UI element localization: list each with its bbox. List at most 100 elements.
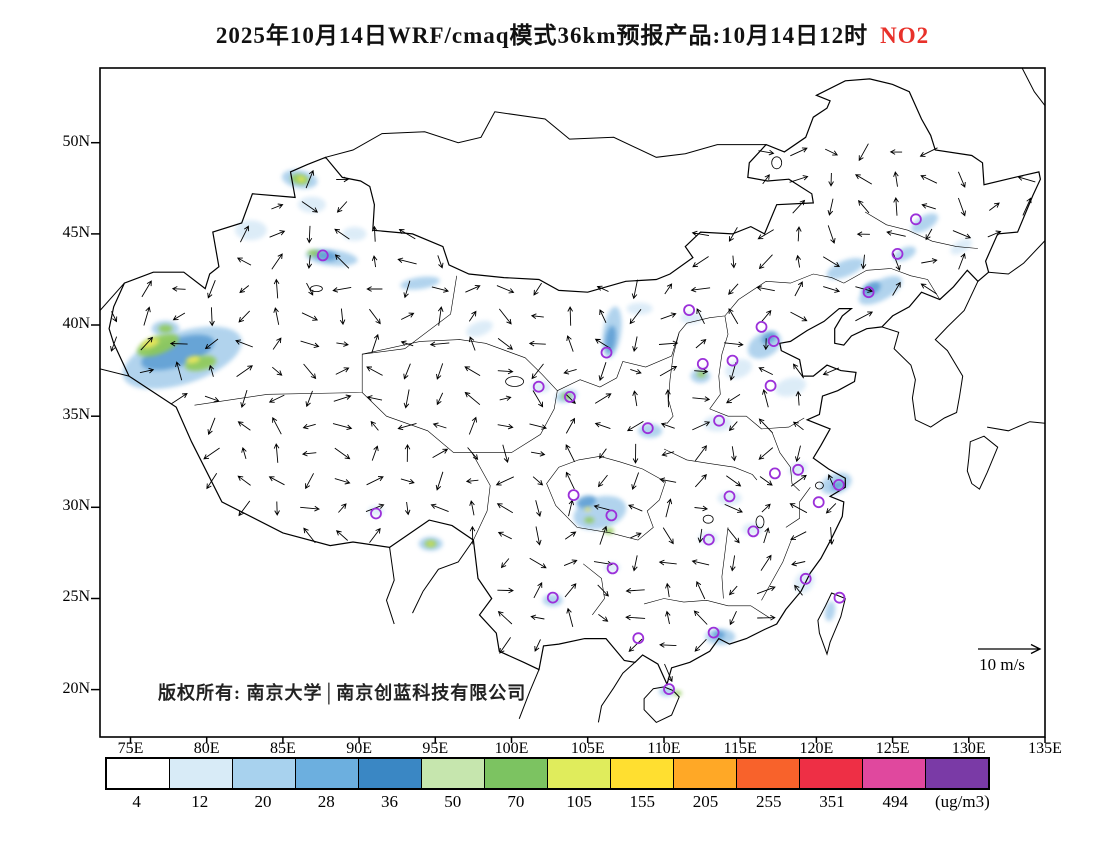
city-marker: [702, 533, 715, 546]
colorbar-cell: [863, 759, 926, 788]
lon-tick-label: 100E: [494, 740, 529, 757]
no2-hotspot: [313, 250, 338, 261]
colorbar-cell: [674, 759, 737, 788]
neighbor-boundary: [100, 368, 130, 377]
province-boundary: [864, 211, 978, 249]
wind-reference-label: 10 m/s: [979, 655, 1025, 674]
neighbor-boundary: [385, 547, 395, 625]
copyright-note: 版权所有: 南京大学│南京创蓝科技有限公司: [158, 683, 527, 703]
city-marker: [747, 525, 760, 538]
concentration-shading: [122, 169, 973, 697]
province-boundary: [546, 455, 666, 541]
city-marker: [632, 632, 645, 645]
no2-hotspot: [774, 377, 807, 397]
colorbar-cell: [611, 759, 674, 788]
city-marker: [641, 422, 654, 435]
province-boundary: [721, 527, 729, 599]
colorbar-tick-label: 50: [444, 792, 462, 811]
page-title: 2025年10月14日WRF/cmaq模式36km预报产品:10月14日12时 N…: [100, 16, 1045, 50]
city-marker: [370, 507, 382, 520]
colorbar-tick-label: 105: [566, 792, 592, 811]
city-marker: [723, 490, 736, 503]
no2-hotspot: [400, 276, 440, 290]
no2-hotspot: [542, 594, 563, 607]
city-marker: [707, 626, 720, 639]
no2-hotspot: [703, 415, 732, 432]
no2-hotspot: [141, 334, 215, 371]
lake-outline: [771, 156, 783, 170]
lon-tick-label: 85E: [270, 740, 296, 757]
city-marker: [769, 467, 781, 480]
colorbar-tick-label: 20: [254, 792, 272, 811]
colorbar-cell: [737, 759, 800, 788]
colorbar-tick-label: 28: [317, 792, 335, 811]
city-marker: [564, 390, 576, 403]
colorbar-cell: [485, 759, 548, 788]
colorbar: [105, 757, 990, 790]
neighbor-boundary: [1021, 68, 1045, 107]
city-marker: [600, 346, 613, 359]
lat-tick-label: 40N: [62, 315, 90, 333]
lon-tick-label: 110E: [647, 740, 681, 757]
no2-hotspot: [638, 423, 663, 438]
china-boundary: [108, 78, 1042, 686]
province-boundary: [361, 392, 491, 541]
no2-hotspot: [950, 238, 973, 255]
colorbar-tick-label: 36: [381, 792, 398, 811]
no2-hotspot: [673, 690, 682, 696]
lake-outline: [755, 515, 765, 529]
colorbar-tick-label: 70: [507, 792, 525, 811]
lat-tick-label: 45N: [62, 223, 90, 241]
lake-outline: [815, 481, 824, 490]
province-boundary: [666, 332, 680, 424]
lon-tick-label: 90E: [346, 740, 372, 757]
city-marker: [663, 683, 675, 695]
no2-hotspot: [576, 495, 596, 509]
city-marker: [764, 379, 777, 392]
no2-hotspot: [911, 213, 939, 233]
province-boundary: [738, 273, 844, 300]
map-borders: [100, 68, 1045, 724]
colorbar-tick-label: 255: [755, 792, 782, 811]
island-coastline: [817, 592, 846, 656]
no2-hotspot: [742, 523, 763, 536]
colorbar-cell: [926, 759, 988, 788]
colorbar-cell: [359, 759, 422, 788]
colorbar-cell: [107, 759, 170, 788]
no2-hotspot: [234, 220, 267, 241]
neighbor-boundary: [100, 282, 125, 311]
title-text: 2025年10月14日WRF/cmaq模式36km预报产品:10月14日12时: [215, 23, 869, 48]
no2-hotspot: [186, 355, 200, 364]
province-boundary: [709, 315, 729, 410]
city-marker: [726, 354, 739, 367]
city-marker: [605, 509, 618, 522]
colorbar-cell: [233, 759, 296, 788]
province-boundary: [644, 598, 771, 619]
city-marker: [755, 320, 768, 333]
province-boundary: [761, 538, 793, 601]
neighbor-boundary: [325, 111, 767, 158]
wind-reference-arrow: [978, 643, 1042, 655]
no2-hotspot: [136, 333, 179, 357]
province-boundary: [362, 339, 558, 453]
colorbar-unit: (ug/m3): [935, 792, 990, 811]
lat-tick-label: 50N: [62, 132, 90, 150]
no2-hotspot: [626, 302, 653, 315]
lat-tick-label: 35N: [62, 406, 90, 424]
no2-hotspot: [466, 320, 493, 337]
lat-tick-label: 25N: [62, 588, 90, 606]
lat-tick-label: 30N: [62, 497, 90, 515]
city-marker: [832, 478, 845, 491]
city-marker: [792, 463, 804, 476]
city-marker: [546, 591, 559, 604]
island-coastline: [966, 435, 999, 490]
no2-hotspot: [342, 226, 367, 241]
no2-hotspot: [158, 324, 173, 333]
neighbor-boundary: [518, 669, 540, 719]
no2-hotspot: [584, 517, 595, 524]
map-frame: [99, 67, 1046, 738]
city-marker: [891, 247, 904, 260]
city-marker: [532, 380, 545, 393]
colorbar-tick-label: 4: [132, 792, 141, 811]
